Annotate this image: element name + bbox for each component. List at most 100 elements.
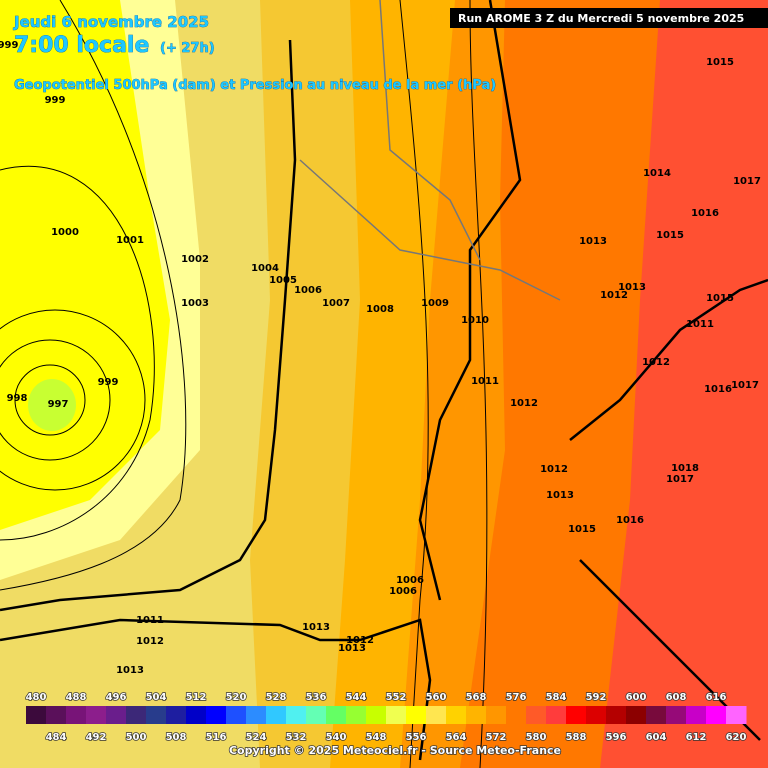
isobar-label: 1017 — [733, 176, 761, 187]
isobar-label: 1007 — [322, 298, 350, 309]
isobar-label: 1015 — [568, 524, 596, 535]
color-swatch — [486, 706, 507, 724]
color-swatch — [226, 706, 247, 724]
colorbar-label: 484 — [46, 732, 67, 743]
colorbar-label: 500 — [126, 732, 147, 743]
colorbar-label: 560 — [426, 692, 447, 703]
isobar-label: 1009 — [421, 298, 449, 309]
color-swatch — [106, 706, 127, 724]
color-swatch — [166, 706, 187, 724]
isobar-label: 1014 — [643, 168, 671, 179]
subtitle: Geopotentiel 500hPa (dam) et Pression au… — [14, 78, 496, 93]
color-swatch — [426, 706, 447, 724]
color-swatch — [266, 706, 287, 724]
isobar-label: 1013 — [579, 236, 607, 247]
color-swatch — [146, 706, 167, 724]
isobar-label: 1013 — [302, 622, 330, 633]
time: 7:00 locale — [14, 33, 149, 58]
isobar-label: 1017 — [666, 474, 694, 485]
colorbar-label: 548 — [366, 732, 387, 743]
color-swatch — [686, 706, 707, 724]
isobar-label: 1012 — [642, 357, 670, 368]
isobar-label: 1001 — [116, 235, 144, 246]
isobar-label: 1011 — [136, 615, 164, 626]
copyright: Copyright © 2025 Meteociel.fr - Source M… — [229, 744, 561, 757]
isobar-label: 1004 — [251, 263, 279, 274]
colorbar-label: 512 — [186, 692, 207, 703]
colorbar-label: 528 — [266, 692, 287, 703]
colorbar-label: 608 — [666, 692, 687, 703]
isobar-label: 997 — [48, 399, 69, 410]
colorbar-label: 584 — [546, 692, 567, 703]
isobar-label: 1012 — [540, 464, 568, 475]
run-text: Run AROME 3 Z du Mercredi 5 novembre 202… — [458, 12, 744, 25]
color-swatch — [466, 706, 487, 724]
color-swatch — [86, 706, 107, 724]
colorbar-label: 504 — [146, 692, 167, 703]
color-swatch — [386, 706, 407, 724]
isobar-label: 1000 — [51, 227, 79, 238]
color-swatch — [66, 706, 87, 724]
color-swatch — [306, 706, 327, 724]
isobar-label: 1006 — [396, 575, 424, 586]
color-swatch — [526, 706, 547, 724]
color-swatch — [446, 706, 467, 724]
isobar-label: 1013 — [546, 490, 574, 501]
isobar-label: 1013 — [116, 665, 144, 676]
isobar-label: 1016 — [616, 515, 644, 526]
isobar-label: 1015 — [706, 293, 734, 304]
isobar-label: 1012 — [346, 635, 374, 646]
colorbar-label: 496 — [106, 692, 127, 703]
isobar-label: 1013 — [618, 282, 646, 293]
color-swatch — [566, 706, 587, 724]
isobar-label: 1005 — [269, 275, 297, 286]
colorbar-label: 576 — [506, 692, 527, 703]
colorbar-label: 600 — [626, 692, 647, 703]
colorbar-label: 616 — [706, 692, 727, 703]
color-swatch — [346, 706, 367, 724]
colorbar-label: 508 — [166, 732, 187, 743]
isobar-label: 1013 — [338, 643, 366, 654]
borders — [299, 0, 561, 301]
isobar-label: 1002 — [181, 254, 209, 265]
color-swatch — [286, 706, 307, 724]
isobar-label: 1011 — [686, 319, 714, 330]
colorbar-label: 488 — [66, 692, 87, 703]
colorbar-label: 532 — [286, 732, 307, 743]
isobar-label: 1015 — [656, 230, 684, 241]
colorbar-label: 480 — [26, 692, 47, 703]
isobar-label: 1011 — [471, 376, 499, 387]
color-swatch — [126, 706, 147, 724]
colorbar-label: 544 — [346, 692, 367, 703]
color-swatch — [646, 706, 667, 724]
colorbar-label: 540 — [326, 732, 347, 743]
colorbar-label: 536 — [306, 692, 327, 703]
color-swatch — [586, 706, 607, 724]
isobar-label: 999 — [98, 377, 119, 388]
colorbar-label: 612 — [686, 732, 707, 743]
colorbar-label: 524 — [246, 732, 267, 743]
color-swatch — [626, 706, 647, 724]
lead-time: (+ 27h) — [160, 41, 215, 56]
colorbar-label: 516 — [206, 732, 227, 743]
color-swatch — [406, 706, 427, 724]
colorbar-label: 580 — [526, 732, 547, 743]
isobar-label: 1016 — [691, 208, 719, 219]
colorbar-label: 568 — [466, 692, 487, 703]
color-swatch — [206, 706, 227, 724]
color-swatch — [326, 706, 347, 724]
colorbar-label: 564 — [446, 732, 467, 743]
color-swatch — [246, 706, 267, 724]
isobar-label: 1010 — [461, 315, 489, 326]
colorbar-label: 596 — [606, 732, 627, 743]
isobar-label: 999 — [0, 40, 18, 51]
color-swatch — [726, 706, 747, 724]
isobar-label: 1003 — [181, 298, 209, 309]
isobar-label: 1006 — [389, 586, 417, 597]
isobar-label: 1012 — [510, 398, 538, 409]
colorbar-label: 572 — [486, 732, 507, 743]
color-swatch — [366, 706, 387, 724]
color-swatch — [546, 706, 567, 724]
isobar-label: 1015 — [706, 57, 734, 68]
